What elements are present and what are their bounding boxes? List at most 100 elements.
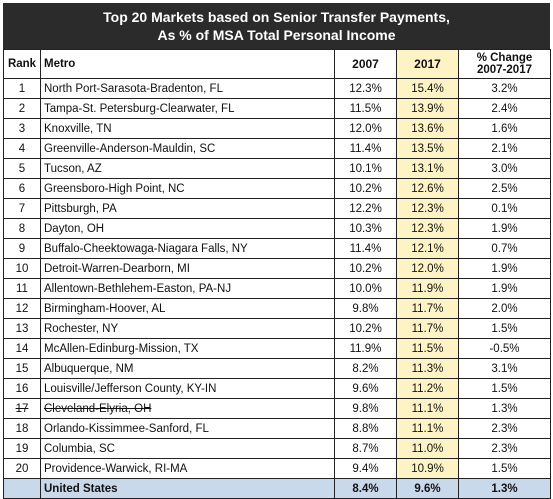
metro-cell: Louisville/Jefferson County, KY-IN <box>40 378 335 399</box>
value-2007-cell: 11.4% <box>334 138 397 159</box>
metro-cell: Dayton, OH <box>40 218 335 239</box>
table-row: 7 Pittsburgh, PA 12.2% 12.3% 0.1% <box>3 198 551 219</box>
change-cell: 2.4% <box>458 98 551 119</box>
value-2017-cell: 9.6% <box>396 478 459 499</box>
header-rank: Rank <box>3 49 41 79</box>
rank-cell: 1 <box>3 78 41 99</box>
value-2017-cell: 12.0% <box>396 258 459 279</box>
title-line-1: Top 20 Markets based on Senior Transfer … <box>103 9 450 25</box>
change-cell: 3.0% <box>458 158 551 179</box>
value-2017-cell: 11.1% <box>396 398 459 419</box>
value-2017-cell: 11.7% <box>396 298 459 319</box>
rank-cell: 20 <box>3 458 41 479</box>
table-row: 5 Tucson, AZ 10.1% 13.1% 3.0% <box>3 158 551 179</box>
metro-cell: Knoxville, TN <box>40 118 335 139</box>
value-2017-cell: 13.5% <box>396 138 459 159</box>
markets-table: Rank Metro 2007 2017 % Change 2007-2017 … <box>3 49 551 499</box>
table-row: 18 Orlando-Kissimmee-Sanford, FL 8.8% 11.1%… <box>3 418 551 439</box>
rank-cell: 5 <box>3 158 41 179</box>
rank-cell: 19 <box>3 438 41 459</box>
rank-cell: 12 <box>3 298 41 319</box>
value-2017-cell: 13.6% <box>396 118 459 139</box>
change-cell: 0.7% <box>458 238 551 259</box>
table-row: 12 Birmingham-Hoover, AL 9.8% 11.7% 2.0% <box>3 298 551 319</box>
value-2007-cell: 10.3% <box>334 218 397 239</box>
value-2017-cell: 10.9% <box>396 458 459 479</box>
value-2017-cell: 11.5% <box>396 338 459 359</box>
metro-cell: Cleveland-Elyria, OH <box>40 398 335 419</box>
value-2007-cell: 10.2% <box>334 178 397 199</box>
metro-cell: Buffalo-Cheektowaga-Niagara Falls, NY <box>40 238 335 259</box>
metro-cell: Detroit-Warren-Dearborn, MI <box>40 258 335 279</box>
table-row: 2 Tampa-St. Petersburg-Clearwater, FL 11.5… <box>3 98 551 119</box>
value-2007-cell: 9.6% <box>334 378 397 399</box>
value-2017-cell: 11.9% <box>396 278 459 299</box>
value-2007-cell: 10.1% <box>334 158 397 179</box>
change-cell: 1.3% <box>458 398 551 419</box>
change-cell: 3.2% <box>458 78 551 99</box>
change-cell: 1.6% <box>458 118 551 139</box>
metro-cell: Tampa-St. Petersburg-Clearwater, FL <box>40 98 335 119</box>
total-row: United States 8.4% 9.6% 1.3% <box>3 478 551 499</box>
value-2007-cell: 8.2% <box>334 358 397 379</box>
rank-cell: 6 <box>3 178 41 199</box>
rank-cell: 15 <box>3 358 41 379</box>
table-row: 3 Knoxville, TN 12.0% 13.6% 1.6% <box>3 118 551 139</box>
value-2017-cell: 11.7% <box>396 318 459 339</box>
header-metro: Metro <box>40 49 335 79</box>
table-row: 4 Greenville-Anderson-Mauldin, SC 11.4% 13.… <box>3 138 551 159</box>
metro-cell: Pittsburgh, PA <box>40 198 335 219</box>
value-2007-cell: 8.4% <box>334 478 397 499</box>
value-2017-cell: 11.3% <box>396 358 459 379</box>
table-row: 9 Buffalo-Cheektowaga-Niagara Falls, NY 11… <box>3 238 551 259</box>
table-body: 1 North Port-Sarasota-Bradenton, FL 12.3% 1… <box>3 78 551 499</box>
header-2007: 2007 <box>334 49 397 79</box>
change-cell: 2.1% <box>458 138 551 159</box>
change-cell: 1.9% <box>458 218 551 239</box>
value-2017-cell: 13.1% <box>396 158 459 179</box>
rank-cell: 4 <box>3 138 41 159</box>
value-2007-cell: 11.5% <box>334 98 397 119</box>
metro-cell: North Port-Sarasota-Bradenton, FL <box>40 78 335 99</box>
value-2017-cell: 11.0% <box>396 438 459 459</box>
table-row: 20 Providence-Warwick, RI-MA 9.4% 10.9% 1.5% <box>3 458 551 479</box>
rank-cell: 7 <box>3 198 41 219</box>
metro-cell: United States <box>40 478 335 499</box>
rank-cell: 8 <box>3 218 41 239</box>
header-2017: 2017 <box>396 49 459 79</box>
value-2007-cell: 10.2% <box>334 318 397 339</box>
header-change: % Change 2007-2017 <box>458 49 551 79</box>
change-cell: 2.0% <box>458 298 551 319</box>
change-cell: 2.5% <box>458 178 551 199</box>
rank-cell: 18 <box>3 418 41 439</box>
table-row: 16 Louisville/Jefferson County, KY-IN 9.6%… <box>3 378 551 399</box>
rank-cell: 14 <box>3 338 41 359</box>
rank-cell: 17 <box>3 398 41 419</box>
value-2007-cell: 12.0% <box>334 118 397 139</box>
value-2007-cell: 9.8% <box>334 398 397 419</box>
value-2007-cell: 10.0% <box>334 278 397 299</box>
rank-cell: 13 <box>3 318 41 339</box>
value-2017-cell: 12.6% <box>396 178 459 199</box>
change-cell: 3.1% <box>458 358 551 379</box>
value-2007-cell: 12.2% <box>334 198 397 219</box>
value-2007-cell: 9.4% <box>334 458 397 479</box>
markets-table-container: Top 20 Markets based on Senior Transfer … <box>3 3 551 499</box>
value-2007-cell: 9.8% <box>334 298 397 319</box>
rank-cell: 10 <box>3 258 41 279</box>
change-cell: 1.9% <box>458 258 551 279</box>
table-row: 11 Allentown-Bethlehem-Easton, PA-NJ 10.0%… <box>3 278 551 299</box>
rank-cell <box>3 478 41 499</box>
value-2017-cell: 11.2% <box>396 378 459 399</box>
change-cell: -0.5% <box>458 338 551 359</box>
rank-cell: 16 <box>3 378 41 399</box>
value-2007-cell: 12.3% <box>334 78 397 99</box>
table-row: 8 Dayton, OH 10.3% 12.3% 1.9% <box>3 218 551 239</box>
value-2017-cell: 15.4% <box>396 78 459 99</box>
value-2017-cell: 11.1% <box>396 418 459 439</box>
table-row: 1 North Port-Sarasota-Bradenton, FL 12.3% 1… <box>3 78 551 99</box>
table-row: 17 Cleveland-Elyria, OH 9.8% 11.1% 1.3% <box>3 398 551 419</box>
change-cell: 1.9% <box>458 278 551 299</box>
change-cell: 1.5% <box>458 318 551 339</box>
metro-cell: Tucson, AZ <box>40 158 335 179</box>
